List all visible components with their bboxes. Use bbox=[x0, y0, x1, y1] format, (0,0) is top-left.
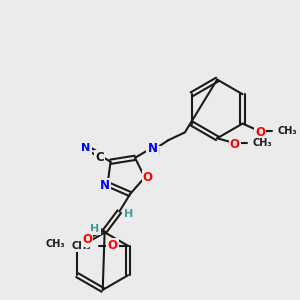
Text: O: O bbox=[143, 171, 153, 184]
Text: H: H bbox=[151, 147, 160, 157]
Text: CH₃: CH₃ bbox=[278, 126, 297, 136]
Text: CH₃: CH₃ bbox=[252, 138, 272, 148]
Text: H: H bbox=[90, 224, 100, 234]
Text: N: N bbox=[82, 143, 91, 153]
Text: CH₃: CH₃ bbox=[46, 239, 65, 249]
Text: O: O bbox=[230, 138, 240, 151]
Text: CH₃: CH₃ bbox=[71, 241, 91, 251]
Text: O: O bbox=[107, 239, 118, 252]
Text: C: C bbox=[95, 151, 104, 164]
Text: N: N bbox=[100, 179, 110, 192]
Text: O: O bbox=[82, 232, 92, 245]
Text: N: N bbox=[148, 142, 158, 154]
Text: O: O bbox=[255, 126, 265, 139]
Text: H: H bbox=[124, 208, 134, 219]
